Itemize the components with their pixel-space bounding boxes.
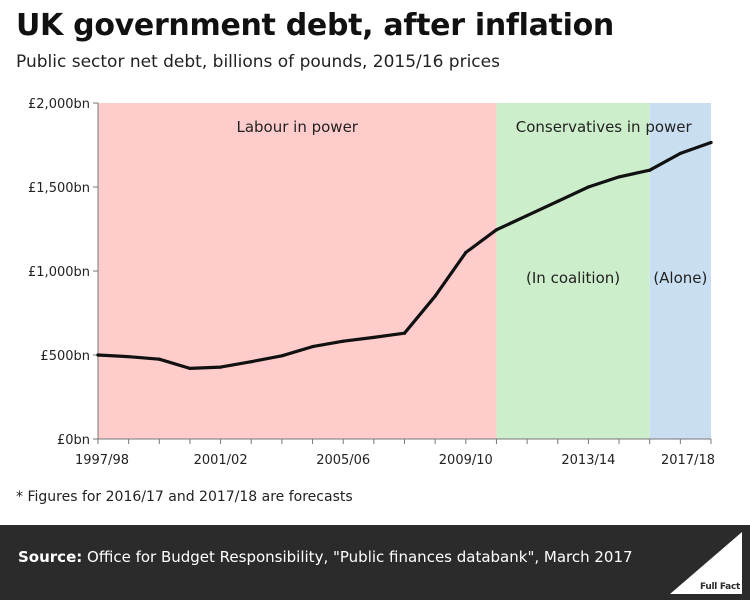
band-label-coalition: (In coalition) — [526, 269, 620, 287]
x-tick-label: 2005/06 — [316, 453, 370, 468]
alone-band — [649, 103, 711, 439]
data-point — [494, 228, 499, 232]
data-point — [188, 366, 192, 371]
band-label-alone: (Alone) — [653, 269, 707, 287]
data-point — [280, 354, 284, 358]
data-point — [219, 365, 223, 369]
y-tick-label: £500bn — [40, 349, 90, 364]
source-label: Source: — [18, 548, 83, 566]
data-point — [433, 294, 437, 298]
chart-subtitle: Public sector net debt, billions of poun… — [16, 52, 500, 72]
data-point — [341, 339, 345, 343]
x-tick-label: 2009/10 — [439, 453, 493, 468]
band-label-labour: Labour in power — [236, 118, 358, 136]
x-tick-label: 1997/98 — [75, 453, 129, 468]
x-tick-label: 2017/18 — [661, 453, 715, 468]
data-point — [402, 331, 407, 335]
data-point — [709, 140, 713, 145]
source-footer: Source: Office for Budget Responsibility… — [0, 525, 750, 600]
forecast-note: * Figures for 2016/17 and 2017/18 are fo… — [16, 489, 353, 505]
y-tick-label: £1,500bn — [28, 181, 90, 196]
data-point — [586, 185, 591, 189]
data-point — [372, 335, 376, 339]
full-fact-logo-text: Full Fact — [699, 582, 740, 592]
source-detail: Office for Budget Responsibility, "Publi… — [82, 548, 633, 566]
debt-line-chart: Labour in power Conservatives in power (In… — [28, 97, 715, 468]
y-tick-label: £2,000bn — [28, 97, 90, 112]
data-point — [96, 353, 100, 357]
y-tick-label: £0bn — [57, 433, 90, 448]
full-fact-logo — [670, 532, 742, 594]
labour-band — [98, 103, 497, 439]
source-text: Source: Office for Budget Responsibility… — [18, 548, 633, 566]
coalition-band — [496, 103, 650, 439]
x-tick-label: 2013/14 — [561, 453, 615, 468]
data-point — [157, 357, 161, 361]
data-point — [127, 355, 131, 359]
data-point — [525, 213, 529, 218]
logo-triangle-shape — [670, 532, 742, 594]
band-label-conservatives: Conservatives in power — [516, 118, 693, 136]
y-tick-label: £1,000bn — [28, 265, 90, 280]
data-point — [556, 199, 560, 203]
data-point — [249, 360, 253, 364]
data-point — [617, 175, 621, 179]
data-point — [648, 168, 652, 172]
data-point — [464, 250, 468, 255]
x-tick-label: 2001/02 — [194, 453, 248, 468]
data-point — [678, 151, 682, 155]
chart-title: UK government debt, after inflation — [16, 8, 614, 43]
data-point — [310, 345, 315, 349]
